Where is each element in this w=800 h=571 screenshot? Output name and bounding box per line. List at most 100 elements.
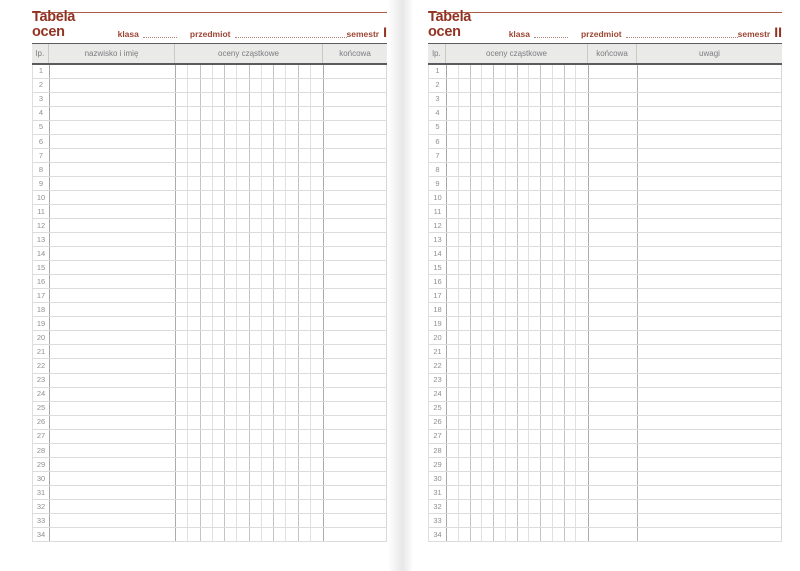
grade-cells xyxy=(447,345,589,359)
grade-cell xyxy=(506,233,518,247)
grade-cell xyxy=(286,331,299,345)
grade-cell xyxy=(311,191,323,204)
name-cell xyxy=(50,485,176,499)
table-row: 13 xyxy=(33,233,386,248)
grade-cell xyxy=(201,134,213,148)
grade-cell xyxy=(176,219,189,233)
grade-cells xyxy=(176,120,324,134)
page-semester-1: Tabela ocen klasa przedmiot semestr I lp… xyxy=(32,0,387,571)
grade-cell xyxy=(471,219,483,233)
grade-cell xyxy=(237,331,250,345)
grade-cell xyxy=(250,331,262,345)
grade-cell xyxy=(286,233,299,247)
grade-cell xyxy=(311,514,323,527)
grade-cell xyxy=(188,247,201,261)
class-label: klasa xyxy=(508,28,530,39)
name-cell xyxy=(50,134,176,148)
final-grade-cell xyxy=(589,499,638,513)
table-row: 25 xyxy=(33,401,386,416)
grade-cell xyxy=(201,317,213,331)
grade-cell xyxy=(494,317,506,331)
remarks-cell xyxy=(638,79,781,92)
final-grade-cell xyxy=(589,429,638,443)
row-number: 32 xyxy=(429,499,447,513)
grade-cell xyxy=(494,415,506,429)
table-row: 15 xyxy=(33,261,386,276)
grade-cell xyxy=(274,134,287,148)
grade-cell xyxy=(553,359,565,373)
final-grade-cell xyxy=(589,219,638,233)
page-header: Tabela ocen klasa przedmiot semestr II xyxy=(428,10,782,40)
grade-cell xyxy=(447,401,459,415)
table-row: 8 xyxy=(33,162,386,177)
name-cell xyxy=(50,78,176,92)
row-number: 33 xyxy=(429,514,447,528)
final-grade-cell xyxy=(324,149,386,162)
grade-cell xyxy=(201,92,213,106)
grade-cell xyxy=(494,429,506,443)
grade-cell xyxy=(482,331,494,345)
grade-cell xyxy=(299,443,311,457)
grade-cell xyxy=(176,373,189,387)
grade-cell xyxy=(482,78,494,92)
remarks-cell xyxy=(638,444,781,457)
grade-cell xyxy=(471,499,483,513)
grade-cell xyxy=(176,247,189,261)
grade-cell xyxy=(494,373,506,387)
grade-cell xyxy=(213,64,225,78)
grade-cell xyxy=(541,359,553,373)
grade-cell xyxy=(188,471,201,485)
table-row: 16 xyxy=(429,275,781,290)
grade-cell xyxy=(262,233,274,247)
grade-cell xyxy=(529,92,541,106)
grade-cell xyxy=(250,134,262,148)
grade-cell xyxy=(299,457,311,471)
grade-cell xyxy=(482,471,494,485)
grade-cell xyxy=(225,162,238,176)
grade-cell xyxy=(553,120,565,134)
grade-cell xyxy=(482,134,494,148)
grade-cell xyxy=(482,457,494,471)
grade-cell xyxy=(518,261,530,275)
grade-cell xyxy=(286,387,299,401)
grade-cell xyxy=(576,93,588,106)
grade-cell xyxy=(274,261,287,275)
grade-cells xyxy=(176,303,324,317)
subject-fill-in-line xyxy=(625,29,738,38)
grade-cell xyxy=(576,317,588,330)
grade-cell xyxy=(565,359,577,373)
grade-cell xyxy=(213,499,225,513)
grade-cell xyxy=(576,233,588,246)
grade-cell xyxy=(176,514,189,528)
grade-cell xyxy=(482,247,494,261)
grade-cell xyxy=(262,514,274,528)
grade-cell xyxy=(274,120,287,134)
name-cell xyxy=(50,387,176,401)
grade-cell xyxy=(299,429,311,443)
grade-cells xyxy=(176,528,324,542)
remarks-cell xyxy=(638,458,781,471)
grade-cell xyxy=(471,443,483,457)
table-row: 2 xyxy=(33,78,386,93)
grade-cell xyxy=(201,120,213,134)
subject-field: przedmiot xyxy=(581,29,738,40)
final-grade-cell xyxy=(324,331,386,344)
grade-cells xyxy=(447,64,589,78)
grade-cell xyxy=(201,176,213,190)
name-cell xyxy=(50,261,176,275)
grade-cell xyxy=(213,92,225,106)
grade-cell xyxy=(213,219,225,233)
grade-cells xyxy=(176,359,324,373)
final-grade-cell xyxy=(589,471,638,485)
grade-cell xyxy=(201,148,213,162)
grade-cells xyxy=(176,415,324,429)
grade-cell xyxy=(201,289,213,303)
row-number: 28 xyxy=(33,443,50,457)
grade-cell xyxy=(553,162,565,176)
grade-cell xyxy=(565,275,577,289)
row-number: 30 xyxy=(429,471,447,485)
grade-cell xyxy=(447,134,459,148)
grade-cell xyxy=(274,401,287,415)
grade-cells xyxy=(447,457,589,471)
grade-cell xyxy=(494,219,506,233)
